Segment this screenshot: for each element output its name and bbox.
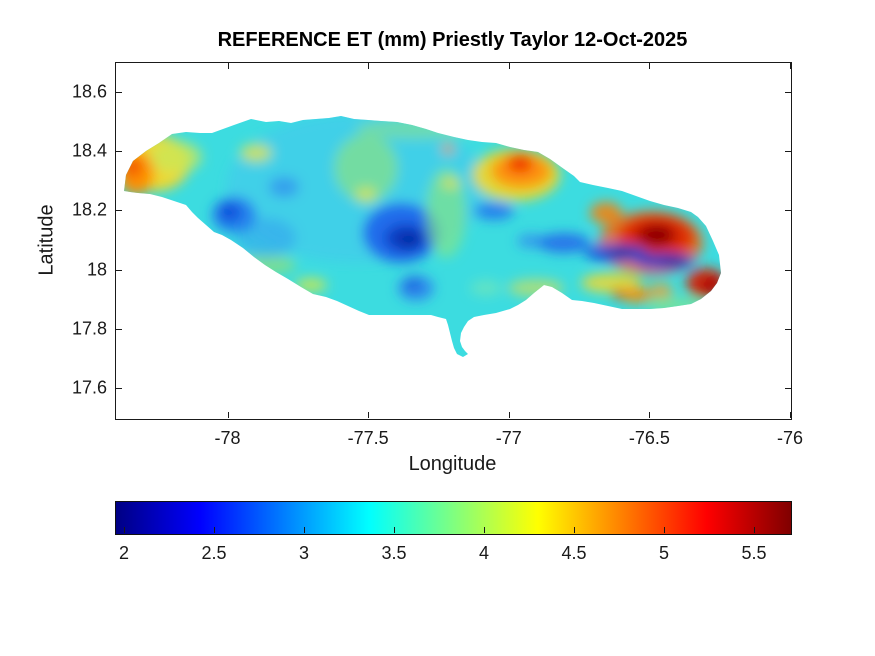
colorbar-tick-label: 5.5	[741, 543, 767, 563]
x-tick-mark-top	[649, 63, 651, 69]
colorbar-tick-mark	[484, 527, 485, 533]
colorbar-tick-label: 3	[298, 543, 310, 563]
colorbar	[115, 501, 792, 535]
y-tick-mark	[116, 388, 122, 390]
y-tick-label: 17.6	[71, 377, 107, 398]
y-tick-label: 18	[86, 259, 107, 280]
et-field	[124, 116, 721, 357]
x-tick-mark	[368, 412, 370, 418]
y-tick-mark-right	[785, 269, 791, 271]
y-tick-mark	[116, 210, 122, 212]
x-tick-mark	[227, 412, 229, 418]
y-tick-mark-right	[785, 329, 791, 330]
x-tick-mark-top	[368, 63, 370, 69]
colorbar-tick-label: 2.5	[201, 543, 227, 563]
colorbar-tick-label: 2	[118, 543, 130, 563]
colorbar-tick-mark	[214, 527, 215, 533]
colorbar-tick-label: 5	[658, 543, 670, 563]
colorbar-tick-label: 4	[478, 543, 490, 563]
y-tick-mark	[116, 91, 122, 93]
colorbar-tick-mark	[664, 527, 665, 533]
x-tick-mark-top	[227, 63, 229, 69]
y-tick-mark-right	[785, 151, 791, 152]
y-tick-label: 17.8	[71, 318, 107, 339]
x-tick-label: -77.5	[347, 428, 389, 448]
y-tick-mark-right	[785, 388, 791, 390]
plot-title: REFERENCE ET (mm) Priestly Taylor 12-Oct…	[217, 29, 688, 51]
colorbar-tick-mark	[124, 527, 125, 533]
y-tick-mark	[116, 151, 122, 152]
x-tick-label: -77	[495, 428, 522, 448]
x-tick-mark-top	[790, 63, 791, 69]
colorbar-tick-mark	[574, 527, 575, 533]
x-tick-label: -76.5	[628, 428, 670, 448]
x-tick-mark	[508, 412, 510, 418]
colorbar-tick-mark	[304, 527, 305, 533]
x-axis-label: Longitude	[408, 453, 497, 475]
colorbar-tick-label: 3.5	[381, 543, 407, 563]
y-tick-mark	[116, 269, 122, 271]
plot-area	[115, 62, 792, 420]
y-tick-label: 18.4	[71, 140, 107, 161]
x-tick-mark	[649, 412, 651, 418]
y-tick-label: 18.2	[71, 199, 107, 220]
jamaica-et-map	[124, 116, 721, 357]
y-tick-mark-right	[785, 210, 791, 212]
y-tick-mark-right	[785, 91, 791, 93]
colorbar-tick-label: 4.5	[561, 543, 587, 563]
x-tick-mark	[790, 412, 791, 418]
y-tick-label: 18.6	[71, 81, 107, 102]
colorbar-tick-mark	[394, 527, 395, 533]
x-tick-label: -78	[214, 428, 241, 448]
x-tick-label: -76	[776, 428, 804, 448]
x-tick-mark-top	[508, 63, 510, 69]
colorbar-tick-mark	[754, 527, 755, 533]
y-tick-mark	[116, 329, 122, 330]
